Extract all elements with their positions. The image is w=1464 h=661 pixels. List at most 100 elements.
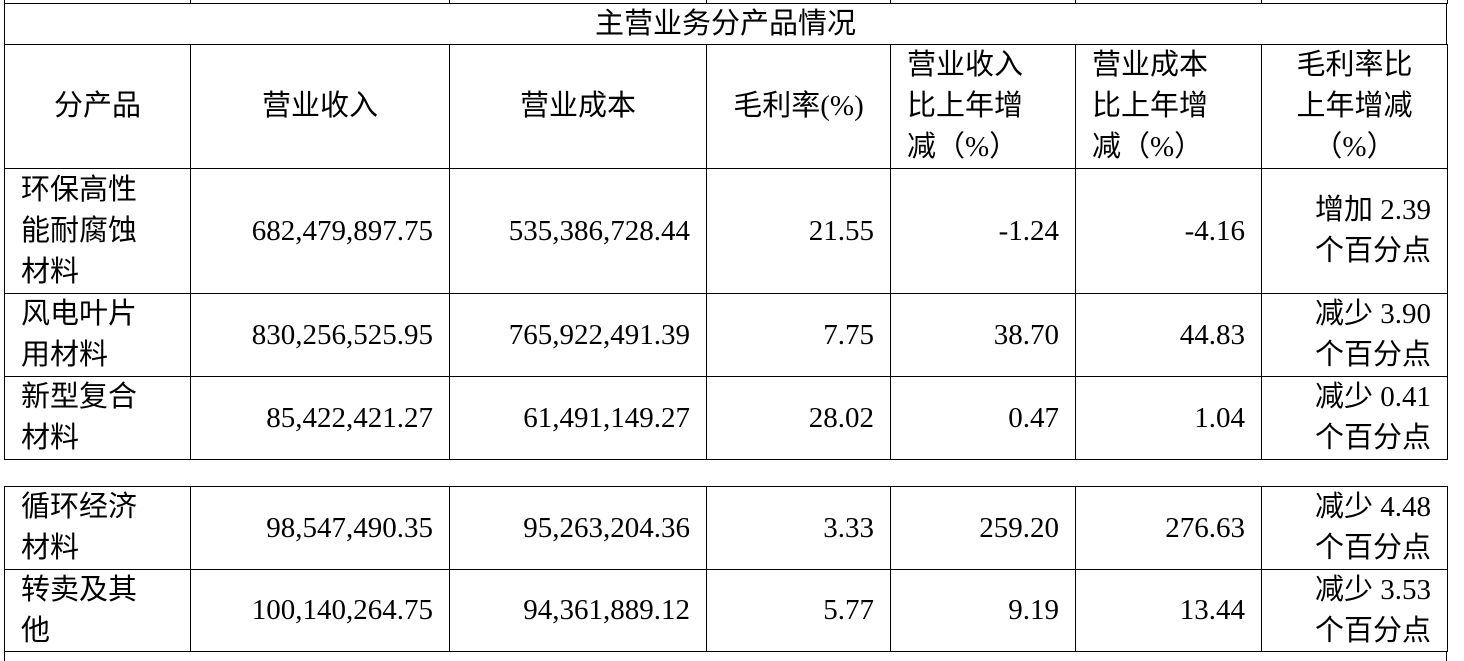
cell-text: 1.04 [1194, 401, 1245, 434]
cell-text: 循环经济 [21, 491, 138, 523]
cell-text: 7.75 [823, 318, 874, 351]
cell-text: 营业成本 [519, 90, 636, 122]
data-cell: 765,922,491.39 [449, 293, 707, 377]
data-cell: 61,491,149.27 [449, 376, 707, 460]
cell-text: 44.83 [1179, 318, 1245, 351]
cell-text: 减少 3.90 [1314, 298, 1431, 330]
cell-text: 个百分点 [1314, 235, 1431, 267]
cell-text: 营业成本 [1092, 49, 1209, 81]
data-cell: 减少 3.90 个百分点 [1261, 293, 1448, 377]
cell-text: 61,491,149.27 [523, 401, 690, 434]
cell-text: 276.63 [1165, 511, 1245, 544]
cell-text: 营业收入 [907, 49, 1024, 81]
cell-text: 能耐腐蚀 [21, 214, 138, 247]
data-cell: 276.63 [1075, 486, 1262, 570]
cell-text: 分产品 [53, 90, 141, 122]
data-cell: 44.83 [1075, 293, 1262, 377]
table-title: 主营业务分产品情况 [4, 3, 1447, 45]
cell-text: 个百分点 [1314, 532, 1431, 564]
data-cell: 减少 3.53 个百分点 [1261, 569, 1448, 652]
row-label: 新型复合 材料 [4, 376, 191, 460]
cell-text: 535,386,728.44 [508, 214, 690, 247]
border-cell [4, 651, 1447, 661]
cell-text: 28.02 [808, 401, 874, 434]
cell-text: 减（%） [907, 131, 1019, 163]
data-cell: 28.02 [706, 376, 891, 460]
data-cell: -4.16 [1075, 168, 1262, 294]
cell-text: 用材料 [21, 339, 109, 371]
cell-text: 新型复合 [21, 381, 138, 413]
data-cell: 减少 4.48 个百分点 [1261, 486, 1448, 570]
cell-text: 减（%） [1092, 131, 1204, 163]
cell-text: 13.44 [1179, 594, 1245, 626]
cell-text: -1.24 [998, 214, 1059, 247]
cell-text: 个百分点 [1314, 339, 1431, 371]
cell-text: -4.16 [1184, 214, 1245, 247]
cell-text: 上年增减 [1296, 90, 1413, 122]
data-cell: 增加 2.39 个百分点 [1261, 168, 1448, 294]
cell-text: 比上年增 [907, 90, 1024, 122]
cell-text: 98,547,490.35 [266, 511, 433, 544]
cell-text: 9.19 [1008, 594, 1059, 626]
cell-text: 94,361,889.12 [523, 594, 690, 626]
cell-text: 95,263,204.36 [523, 511, 690, 544]
data-cell: 85,422,421.27 [190, 376, 450, 460]
data-cell: -1.24 [890, 168, 1076, 294]
cell-text: （%） [1313, 131, 1396, 163]
cell-text: 主营业务分产品情况 [594, 7, 856, 40]
data-cell: 98,547,490.35 [190, 486, 450, 570]
cell-text: 3.33 [823, 511, 874, 544]
cell-text: 个百分点 [1314, 422, 1431, 454]
cell-text: 材料 [21, 532, 80, 564]
row-label: 环保高性 能耐腐蚀 材料 [4, 168, 191, 294]
cell-text: 765,922,491.39 [508, 318, 690, 351]
cell-text: 他 [21, 614, 51, 647]
header-cell: 营业成本 [449, 44, 707, 169]
header-cell: 毛利率(%) [706, 44, 891, 169]
cell-text: 259.20 [979, 511, 1059, 544]
data-cell: 830,256,525.95 [190, 293, 450, 377]
cell-text: 5.77 [823, 594, 874, 626]
row-label: 转卖及其他 [4, 569, 191, 652]
data-cell: 9.19 [890, 569, 1076, 652]
cell-text: 增加 2.39 [1314, 194, 1431, 226]
row-label: 循环经济 材料 [4, 486, 191, 570]
cell-text: 风电叶片 [21, 298, 138, 330]
cell-text: 营业收入 [261, 90, 378, 122]
data-cell: 13.44 [1075, 569, 1262, 652]
cell-text: 682,479,897.75 [251, 214, 433, 247]
data-cell: 1.04 [1075, 376, 1262, 460]
cell-text: 比上年增 [1092, 90, 1209, 122]
cell-text: 100,140,264.75 [251, 594, 433, 626]
data-cell: 7.75 [706, 293, 891, 377]
cell-text: 环保高性 [21, 173, 138, 206]
header-cell: 毛利率比上年增减 （%） [1261, 44, 1448, 169]
data-cell: 38.70 [890, 293, 1076, 377]
cell-text: 0.47 [1008, 401, 1059, 434]
data-cell: 减少 0.41 个百分点 [1261, 376, 1448, 460]
cell-text: 毛利率(%) [733, 90, 864, 122]
cell-text: 毛利率比 [1296, 49, 1413, 81]
data-cell: 94,361,889.12 [449, 569, 707, 652]
cell-text: 减少 0.41 [1314, 381, 1431, 413]
cell-text: 个百分点 [1314, 614, 1431, 647]
row-label: 风电叶片 用材料 [4, 293, 191, 377]
header-cell: 营业成本比上年增减（%） [1075, 44, 1262, 169]
data-cell: 95,263,204.36 [449, 486, 707, 570]
cell-text: 38.70 [993, 318, 1059, 351]
cell-text: 转卖及其 [21, 573, 138, 606]
data-cell: 259.20 [890, 486, 1076, 570]
cell-text: 减少 4.48 [1314, 491, 1431, 523]
data-cell: 682,479,897.75 [190, 168, 450, 294]
data-cell: 21.55 [706, 168, 891, 294]
data-cell: 100,140,264.75 [190, 569, 450, 652]
header-cell: 分产品 [4, 44, 191, 169]
header-cell: 营业收入 [190, 44, 450, 169]
data-cell: 535,386,728.44 [449, 168, 707, 294]
data-cell: 3.33 [706, 486, 891, 570]
cell-text: 21.55 [808, 214, 874, 247]
data-cell: 5.77 [706, 569, 891, 652]
cell-text: 830,256,525.95 [251, 318, 433, 351]
data-cell: 0.47 [890, 376, 1076, 460]
